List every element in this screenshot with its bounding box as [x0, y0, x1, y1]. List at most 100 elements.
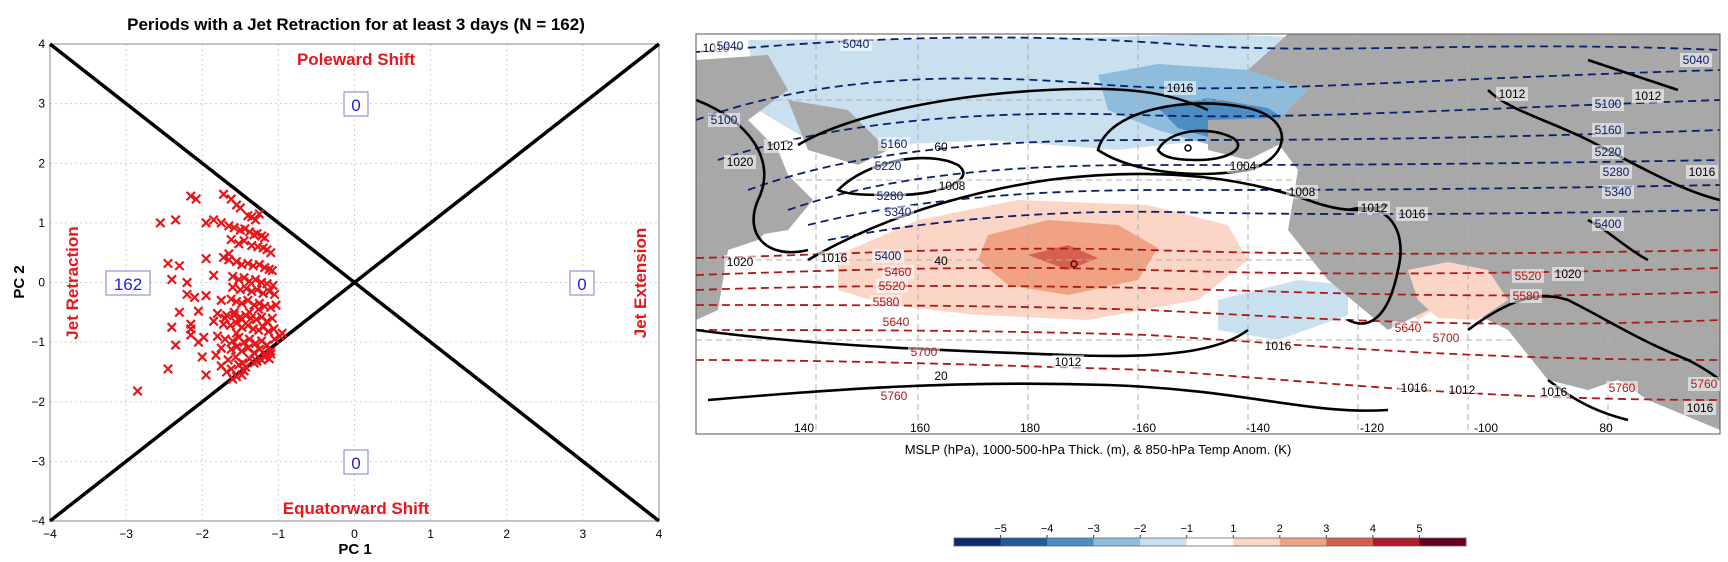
colorbar-segment [1093, 538, 1141, 546]
mslp-label: 1008 [1289, 185, 1316, 199]
map-grid [696, 34, 1720, 434]
mslp-label: 1008 [939, 179, 966, 193]
data-point-stroke [259, 262, 270, 273]
region-label-bottom: Equatorward Shift [283, 499, 430, 518]
data-point [242, 258, 253, 269]
colorbar-tick-label: 4 [1370, 523, 1376, 535]
data-point-stroke [231, 341, 242, 352]
data-point [182, 277, 193, 288]
count-box-right: 0 [569, 270, 595, 296]
cold-thickness-label: 5220 [1595, 145, 1622, 159]
colorbar-tick-label: −5 [994, 523, 1007, 535]
data-point [166, 274, 177, 285]
data-point-stroke [239, 235, 250, 246]
warm-thickness-label: 5580 [1513, 289, 1540, 303]
data-point-stroke [221, 366, 232, 377]
contour-label-bg [908, 345, 940, 359]
colorbar-segment [954, 538, 1002, 546]
data-point-stroke [250, 214, 261, 225]
data-point-stroke [256, 312, 267, 323]
colorbar-segment [1326, 538, 1374, 546]
data-point-stroke [236, 298, 247, 309]
data-point [269, 289, 280, 300]
data-point-stroke [258, 288, 269, 299]
mslp-label: 1020 [1555, 267, 1582, 281]
data-point [174, 260, 185, 271]
contour-label-bg [1510, 289, 1542, 303]
data-point-stroke [239, 272, 250, 283]
count-box-top: 0 [343, 91, 369, 117]
y-tick-label: −1 [31, 335, 45, 349]
contour-label-bg [1512, 269, 1544, 283]
data-point-stroke [264, 353, 275, 364]
data-point [229, 222, 240, 233]
data-point [267, 313, 278, 324]
contour-label-bg [1358, 201, 1390, 215]
mslp-label: 1016 [1687, 401, 1714, 415]
mslp-label: 1012 [1449, 383, 1476, 397]
data-point-stroke [259, 232, 270, 243]
data-point-stroke [231, 328, 242, 339]
count-left: 162 [114, 275, 142, 294]
y-tick-label: 1 [38, 216, 45, 230]
region-label-left: Jet Retraction [63, 226, 82, 339]
data-point [244, 307, 255, 318]
contour-label-bg [882, 205, 914, 219]
cold-thickness-label: 5040 [843, 37, 870, 51]
cold-thickness-label: 5220 [875, 159, 902, 173]
data-point-stroke [208, 214, 219, 225]
x-tick-label: 1 [427, 527, 434, 541]
data-point-stroke [264, 286, 275, 297]
contour-label-bg [882, 265, 914, 279]
data-point-stroke [132, 386, 143, 396]
cold-thickness-contours [696, 36, 1720, 241]
data-point [223, 248, 234, 259]
colorbar-segment [1233, 538, 1281, 546]
contour-label-bg [1430, 331, 1462, 345]
data-point-stroke [261, 340, 272, 351]
colorbar-segment [1372, 538, 1420, 546]
data-point-stroke [242, 258, 253, 269]
contour-label-bg [1592, 123, 1624, 137]
plot-frame [49, 43, 660, 522]
data-point-stroke [261, 316, 272, 327]
data-point [261, 340, 272, 351]
colorbar [953, 537, 1467, 547]
data-point [212, 308, 223, 319]
data-point-stroke [254, 208, 265, 219]
map-caption: MSLP (hPa), 1000-500-hPa Thick. (m), & 8… [905, 442, 1292, 457]
map-panel: 1016 1012 1020 1016 1008 1004 1008 1012 1016 1016… [695, 33, 1721, 547]
mslp-label: 1012 [1635, 89, 1662, 103]
data-point [236, 314, 247, 325]
contour-label-bg [878, 389, 910, 403]
colorbar-tick-label: −2 [1134, 523, 1147, 535]
data-point-stroke [233, 332, 244, 343]
x-tick-label: 3 [580, 527, 587, 541]
colorbar-segment [1419, 538, 1467, 546]
y-axis-label: PC 2 [11, 265, 28, 298]
data-point [250, 338, 261, 349]
data-point-stroke [236, 259, 247, 270]
data-point [254, 259, 265, 270]
y-tick-label: 4 [38, 37, 45, 51]
contour-label-bg [724, 155, 756, 169]
data-point [239, 235, 250, 246]
cold-thickness-label: 5400 [1595, 217, 1622, 231]
contour-label-bg [1680, 53, 1712, 67]
data-point [166, 322, 177, 333]
data-point-stroke [193, 337, 204, 348]
data-point-stroke [208, 270, 219, 281]
contour-label-bg [1398, 381, 1430, 395]
latitude-label: 60 [934, 140, 948, 154]
colorbar-tick-label: 2 [1277, 523, 1283, 535]
mslp-label: 1012 [767, 139, 794, 153]
data-point-stroke [242, 343, 253, 354]
cold-thickness-label: 5160 [881, 137, 908, 151]
colorbar-tick-label: −1 [1180, 523, 1193, 535]
data-point [252, 284, 263, 295]
data-point [208, 214, 219, 225]
longitude-label: 140 [794, 421, 814, 435]
contour-label-bg [724, 255, 756, 269]
data-point-stroke [253, 304, 264, 315]
data-point-stroke [163, 363, 173, 374]
